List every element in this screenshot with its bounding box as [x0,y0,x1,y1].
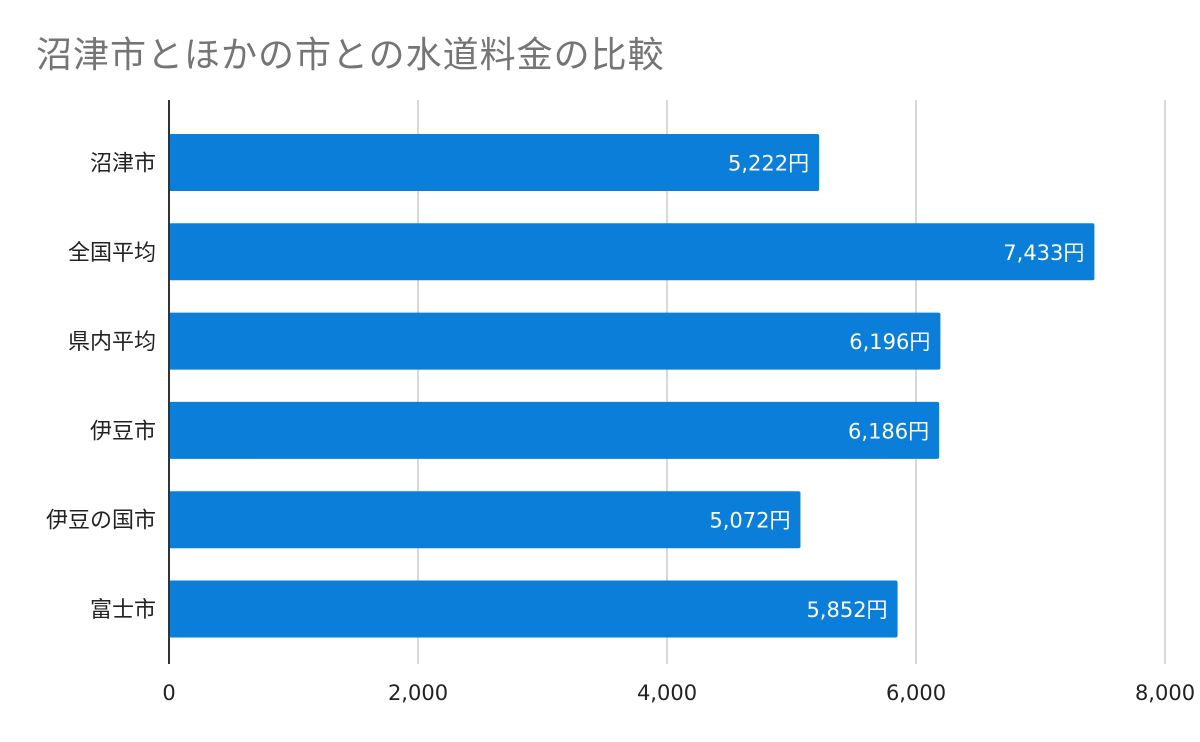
bar [169,312,941,370]
tick-labels: 0 2,000 4,000 6,000 8,000 [162,681,1195,705]
tick-label: 2,000 [388,681,448,705]
data-label: 6,196円 [849,330,930,354]
data-label: 5,072円 [709,509,790,533]
tick-label: 0 [162,681,175,705]
category-label: 全国平均 [68,241,156,266]
tick-label: 8,000 [1135,681,1195,705]
bar [169,401,940,459]
category-label: 富士市 [90,598,156,623]
data-label: 7,433円 [1003,241,1084,265]
tick-label: 6,000 [886,681,946,705]
bars: 5,222円 7,433円 6,196円 6,186円 5,072円 5,852円 [169,134,1095,638]
gridlines [417,100,1166,664]
category-label: 伊豆市 [90,419,156,444]
category-label: 県内平均 [68,330,156,355]
data-label: 5,222円 [728,152,809,176]
tick-label: 4,000 [637,681,697,705]
category-label: 沼津市 [90,152,156,177]
bar [169,580,898,638]
category-label: 伊豆の国市 [46,509,156,534]
bar [169,491,801,549]
chart-title: 沼津市とほかの市との水道料金の比較 [36,35,665,76]
bar [169,223,1095,281]
data-label: 6,186円 [848,419,929,443]
data-label: 5,852円 [806,598,887,622]
bar [169,134,820,191]
